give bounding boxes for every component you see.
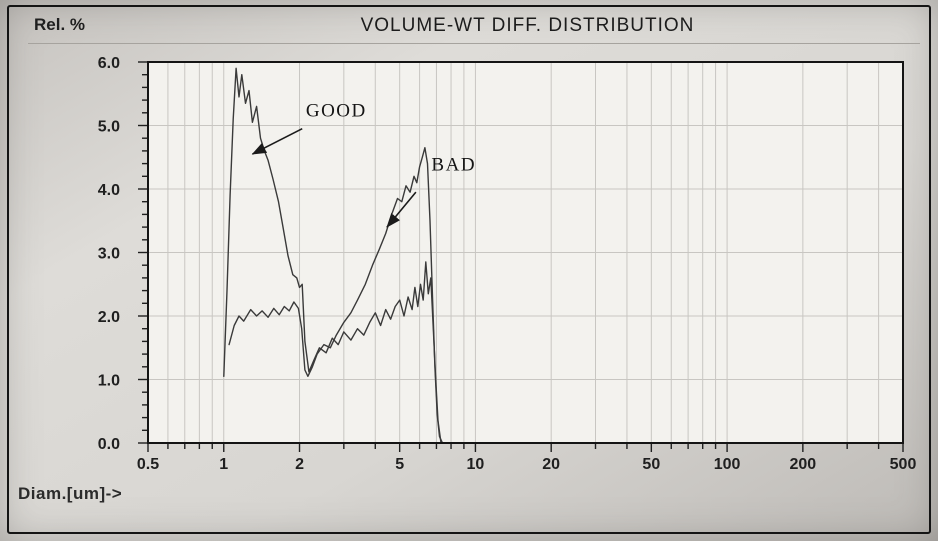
x-tick-label: 500 [890,456,917,473]
x-tick-label: 2 [295,456,304,473]
y-tick-label: 1.0 [98,373,120,390]
x-tick-label: 5 [395,456,404,473]
y-tick-label: 2.0 [98,309,120,326]
title-divider [28,43,920,44]
x-tick-label: 200 [790,456,817,473]
y-tick-label: 0.0 [98,436,120,453]
x-tick-label: 0.5 [137,456,159,473]
x-axis-label: Diam.[um]-> [18,484,123,503]
series-good-line [223,67,442,444]
chart-border-frame [7,5,931,534]
series-bad-line [228,146,444,444]
annotation-arrow [251,127,303,155]
y-tick-label: 4.0 [98,182,120,199]
x-tick-label: 50 [642,456,660,473]
y-tick-label: 5.0 [98,119,120,136]
annotation-arrow [386,191,417,228]
x-tick-label: 20 [542,456,560,473]
x-tick-label: 10 [467,456,485,473]
annotation-label: BAD [431,155,476,176]
y-tick-label: 6.0 [98,55,120,72]
y-tick-label: 3.0 [98,246,120,263]
chart-title: VOLUME-WT DIFF. DISTRIBUTION [360,15,695,36]
x-tick-label: 1 [219,456,228,473]
annotation-label: GOOD [306,101,367,122]
plot-frame [147,61,904,444]
y-axis-label: Rel. % [34,15,86,34]
x-tick-label: 100 [714,456,741,473]
